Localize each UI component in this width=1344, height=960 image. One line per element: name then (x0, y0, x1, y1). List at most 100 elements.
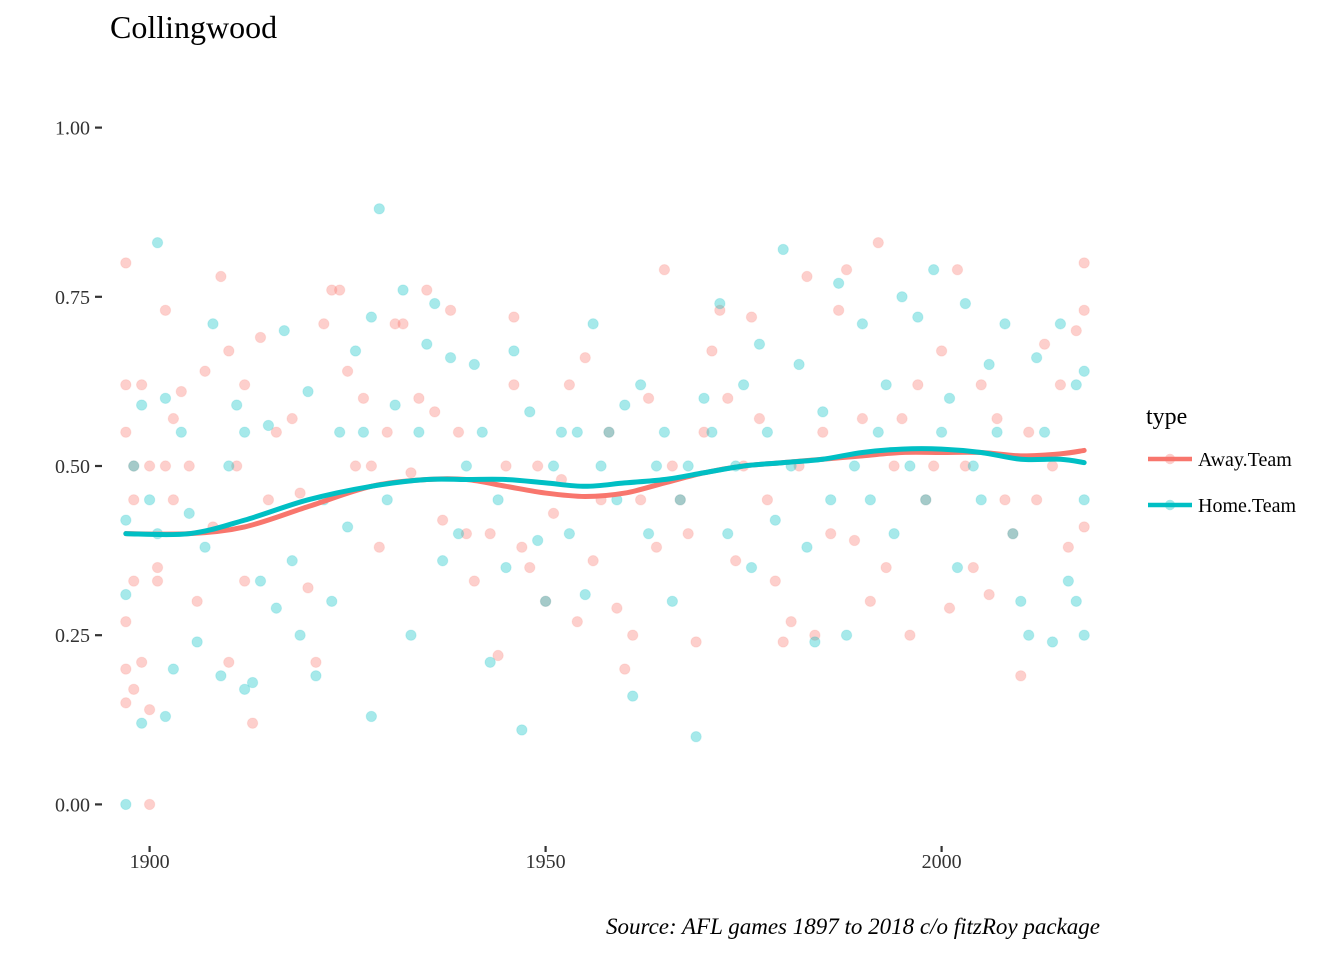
scatter-point (595, 460, 607, 472)
scatter-point (286, 555, 298, 567)
scatter-point (817, 426, 829, 438)
scatter-point (690, 731, 702, 743)
y-tick-label: 1.00 (55, 118, 90, 140)
scatter-point (809, 629, 821, 641)
scatter-point (619, 399, 631, 411)
scatter-point (991, 426, 1003, 438)
scatter-point (801, 541, 813, 553)
scatter-point (1062, 575, 1075, 587)
scatter-point (120, 257, 132, 269)
scatter-point (531, 460, 544, 472)
scatter-point (128, 460, 140, 472)
scatter-point (714, 297, 726, 310)
scatter-point (927, 264, 940, 276)
scatter-point (793, 358, 805, 371)
scatter-point (666, 595, 679, 608)
scatter-point (880, 561, 892, 574)
scatter-point (262, 419, 275, 432)
scatter-point (571, 615, 583, 628)
scatter-point (658, 264, 671, 276)
scatter-point (128, 575, 140, 587)
scatter-point (357, 426, 370, 438)
scatter-point (1046, 636, 1059, 648)
scatter-point (603, 426, 615, 438)
scatter-point (634, 379, 647, 391)
scatter-point (310, 670, 322, 682)
scatter-point (896, 412, 908, 425)
scatter-point (1023, 629, 1035, 641)
scatter-point (769, 514, 781, 526)
scatter-point (294, 629, 306, 641)
scatter-point (318, 318, 330, 330)
scatter-point (302, 385, 314, 398)
scatter-point (706, 345, 718, 357)
scatter-point (587, 318, 599, 330)
scatter-point (967, 561, 979, 574)
scatter-point (492, 649, 504, 662)
scatter-point (864, 494, 877, 506)
scatter-point (817, 406, 829, 418)
scatter-point (912, 311, 924, 323)
scatter-point (531, 534, 544, 547)
scatter-point (444, 304, 457, 317)
scatter-point (120, 588, 132, 601)
scatter-point (429, 297, 441, 310)
scatter-point (761, 494, 774, 506)
scatter-point (159, 392, 172, 405)
scatter-point (682, 527, 694, 540)
scatter-point (365, 710, 378, 723)
scatter-point (143, 494, 156, 506)
scatter-point (967, 460, 979, 472)
scatter-point (864, 595, 877, 608)
scatter-point (634, 494, 647, 506)
scatter-point (254, 575, 267, 587)
legend-key-point (1164, 453, 1176, 465)
scatter-point (326, 284, 338, 296)
scatter-point (128, 683, 140, 696)
x-tick-label: 2000 (922, 851, 962, 873)
scatter-point (389, 399, 401, 411)
scatter-point (1038, 338, 1051, 350)
scatter-point (468, 358, 481, 371)
scatter-point (373, 203, 385, 215)
scatter-point (959, 460, 972, 472)
scatter-point (436, 555, 449, 567)
scatter-point (951, 264, 964, 276)
scatter-point (856, 412, 869, 425)
scatter-point (1015, 595, 1027, 608)
scatter-point (539, 595, 552, 608)
scatter-point (1062, 541, 1075, 553)
scatter-point (650, 541, 663, 553)
scatter-point (1046, 460, 1059, 472)
scatter-point (904, 460, 916, 472)
scatter-point (231, 399, 243, 411)
scatter-point (1038, 426, 1051, 438)
scatter-point (698, 392, 710, 405)
scatter-point (341, 521, 354, 533)
scatter-point (1070, 324, 1082, 337)
x-axis: 1900 1950 2000 (130, 846, 962, 873)
scatter-point (1015, 670, 1027, 682)
scatter-point (603, 426, 615, 438)
scatter-point (714, 304, 726, 317)
scatter-point (1078, 304, 1090, 317)
scatter-point (429, 406, 441, 418)
scatter-point (832, 277, 845, 289)
scatter-point (999, 318, 1011, 330)
chart-caption: Source: AFL games 1897 to 2018 c/o fitzR… (606, 914, 1100, 939)
scatter-point (943, 602, 956, 614)
scatter-point (674, 494, 686, 506)
scatter-point (912, 379, 924, 391)
scatter-point (729, 555, 742, 567)
scatter-point (365, 311, 378, 323)
y-tick-label: 0.25 (55, 625, 90, 647)
scatter-point (1078, 494, 1090, 506)
smooth-lines (123, 446, 1087, 538)
scatter-point (397, 284, 409, 296)
scatter-point (848, 534, 861, 547)
scatter-point (627, 629, 639, 641)
scatter-point (151, 236, 164, 249)
scatter-point (983, 358, 995, 371)
scatter-point (175, 426, 187, 438)
scatter-point (856, 318, 869, 330)
